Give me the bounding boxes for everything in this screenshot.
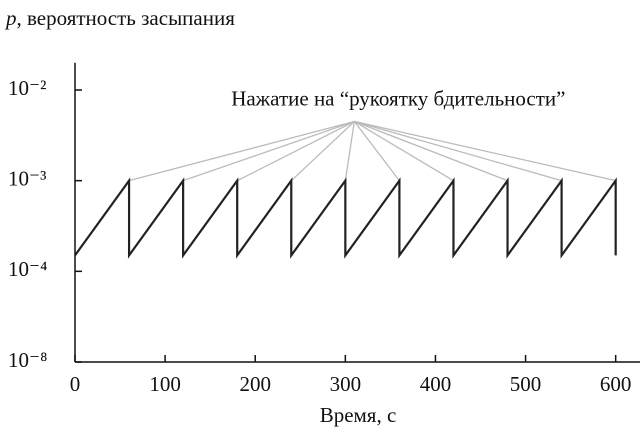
- annotation-line: [128, 120, 355, 182]
- y-axis-var: p: [4, 6, 17, 30]
- annotation-line: [182, 120, 355, 182]
- x-tick-label: 400: [420, 372, 452, 396]
- x-tick-label: 600: [600, 372, 632, 396]
- annotation-line: [236, 120, 355, 182]
- y-tick-label: 10⁻³: [8, 166, 46, 190]
- y-axis-text: , вероятность засыпания: [17, 6, 236, 30]
- annotation-line: [354, 120, 508, 182]
- annotation-line: [353, 121, 400, 182]
- annotation-line: [354, 120, 562, 182]
- annotation-line: [344, 121, 355, 181]
- y-axis-label: p, вероятность засыпания: [4, 6, 235, 30]
- annotation-line: [354, 120, 454, 182]
- y-tick-label: 10⁻⁸: [8, 348, 47, 372]
- annotation-line: [290, 120, 355, 182]
- x-tick-label: 200: [239, 372, 271, 396]
- y-tick-label: 10⁻⁴: [8, 257, 47, 281]
- x-tick-label: 500: [510, 372, 542, 396]
- annotation-line: [354, 120, 616, 182]
- y-tick-label: 10⁻²: [8, 76, 46, 100]
- annotation: Нажатие на “рукоятку бдительности”: [231, 86, 565, 110]
- x-tick-label: 300: [330, 372, 362, 396]
- x-tick-label: 0: [70, 372, 81, 396]
- x-tick-label: 100: [149, 372, 181, 396]
- series-line: [74, 177, 617, 259]
- x-axis-label: Время, с: [320, 403, 397, 427]
